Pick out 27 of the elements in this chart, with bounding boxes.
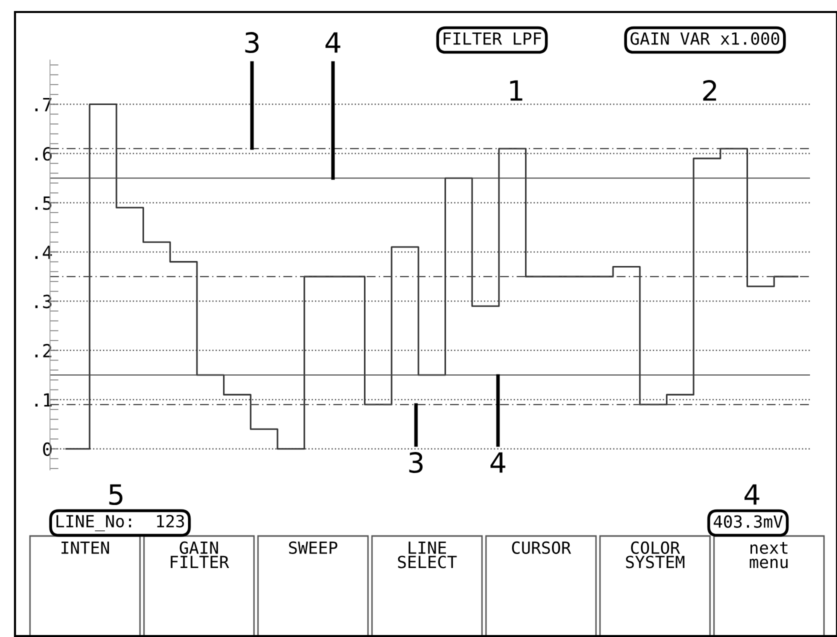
annotation: 2 [703, 80, 716, 101]
text: 3 [245, 32, 259, 54]
text: 4 [744, 484, 760, 505]
text: CURSOR [512, 541, 572, 554]
text: next menu [750, 542, 788, 568]
text: GAIN VAR x1.000 [630, 32, 780, 45]
y-tick-label: .5 [35, 196, 52, 210]
text: GAIN FILTER [170, 541, 230, 568]
annotation: 1 [510, 80, 522, 101]
text: FILTER LPF [444, 32, 542, 45]
text: 403.3mV [714, 515, 783, 528]
annotation: 4 [490, 452, 506, 473]
text: 5 [109, 484, 122, 506]
text: LINE_No: 123 [56, 514, 184, 532]
y-tick-label: .4 [35, 246, 52, 259]
y-tick-label: .1 [35, 393, 52, 407]
text: COLOR SYSTEM [626, 541, 684, 568]
y-tick-label: .3 [35, 294, 52, 308]
text: LINE SELECT [398, 542, 457, 568]
text: SWEEP [289, 541, 338, 554]
text: INTEN [62, 542, 109, 554]
y-tick-label: 0 [43, 442, 52, 456]
y-tick-label: .2 [35, 344, 52, 358]
y-tick-label: .7 [35, 98, 52, 112]
y-tick-label: .6 [35, 147, 52, 161]
text: 4 [326, 32, 340, 53]
annotation: 3 [409, 452, 423, 474]
